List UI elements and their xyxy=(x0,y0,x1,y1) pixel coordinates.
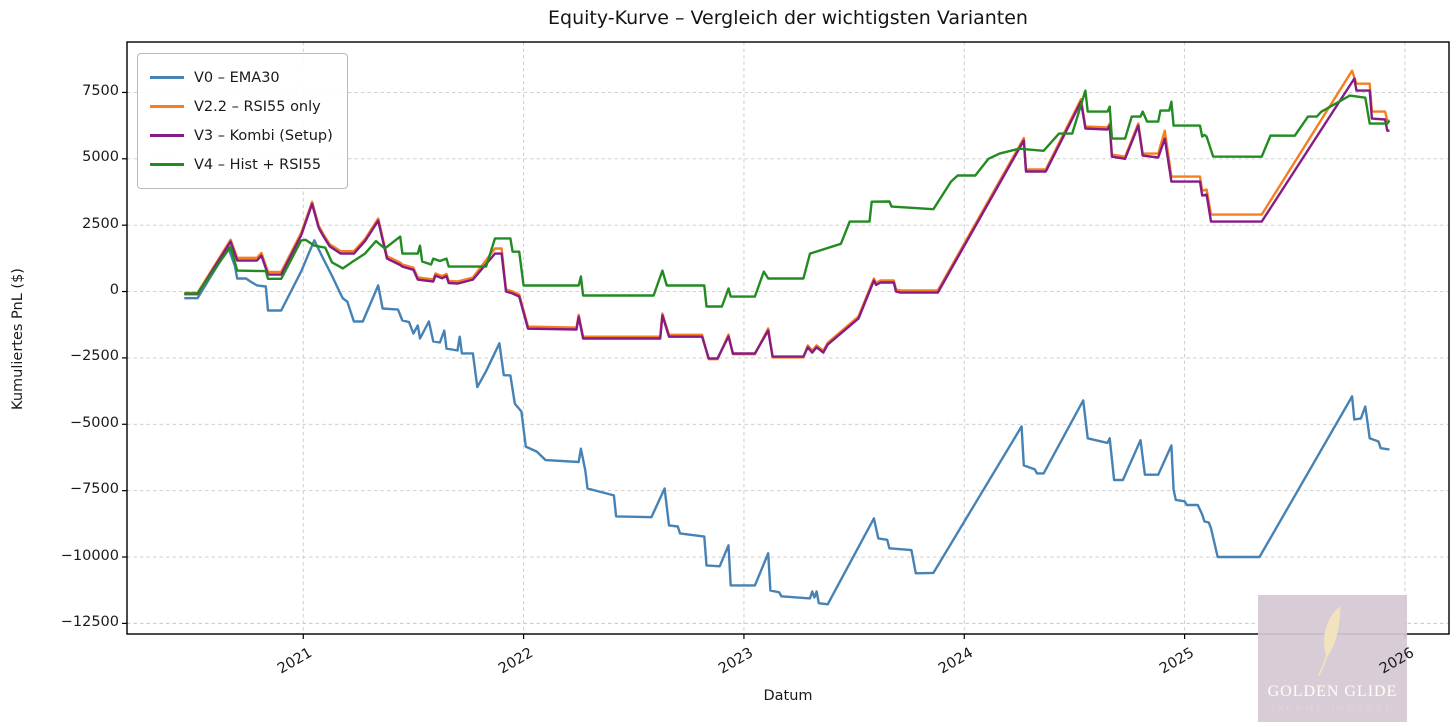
legend-line-swatch xyxy=(150,134,184,137)
feather-icon xyxy=(1318,606,1341,677)
y-tick-label: 5000 xyxy=(82,149,119,166)
axis-tick-marks xyxy=(122,91,1406,639)
y-tick-label: 2500 xyxy=(82,215,119,232)
series-line xyxy=(184,89,1391,308)
legend-item: V3 – Kombi (Setup) xyxy=(150,121,333,150)
y-tick-label: 7500 xyxy=(82,82,119,99)
legend-item: V2.2 – RSI55 only xyxy=(150,92,333,121)
legend-item: V4 – Hist + RSI55 xyxy=(150,150,333,179)
legend-line-swatch xyxy=(150,105,184,108)
legend-label: V0 – EMA30 xyxy=(194,69,280,86)
y-tick-label: −2500 xyxy=(69,348,119,365)
y-tick-label: −7500 xyxy=(69,481,119,498)
plot-frame xyxy=(126,41,1450,635)
legend: V0 – EMA30 V2.2 – RSI55 only V3 – Kombi (S… xyxy=(137,53,348,189)
y-tick-label: −12500 xyxy=(60,613,119,630)
y-tick-label: 0 xyxy=(109,282,119,299)
x-axis-label: Datum xyxy=(763,688,813,704)
legend-label: V4 – Hist + RSI55 xyxy=(194,156,322,173)
chart-title: Equity-Kurve – Vergleich der wichtigsten… xyxy=(548,7,1028,29)
series-line xyxy=(184,77,1390,360)
y-tick-label: −10000 xyxy=(60,547,119,564)
legend-label: V2.2 – RSI55 only xyxy=(194,98,321,115)
watermark-title: GOLDEN GLIDE xyxy=(1267,683,1398,700)
legend-item: V0 – EMA30 xyxy=(150,63,333,92)
legend-line-swatch xyxy=(150,163,184,166)
legend-label: V3 – Kombi (Setup) xyxy=(194,127,333,144)
watermark: GOLDEN GLIDE INCOME JOURNAL xyxy=(1258,595,1407,722)
series-lines xyxy=(184,69,1391,606)
watermark-subtitle: INCOME JOURNAL xyxy=(1270,703,1395,713)
series-line xyxy=(184,239,1390,606)
y-tick-label: −5000 xyxy=(69,414,119,431)
legend-line-swatch xyxy=(150,76,184,79)
